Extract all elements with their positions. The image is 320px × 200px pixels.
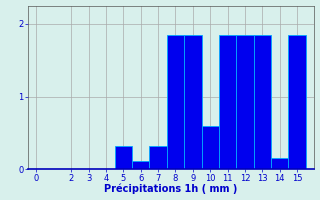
Bar <box>132 161 149 169</box>
Bar <box>115 146 132 169</box>
Bar <box>149 146 167 169</box>
Bar <box>167 35 184 169</box>
Bar <box>184 35 202 169</box>
Bar <box>254 35 271 169</box>
Bar <box>219 35 236 169</box>
X-axis label: Précipitations 1h ( mm ): Précipitations 1h ( mm ) <box>104 184 238 194</box>
Bar <box>202 126 219 169</box>
Bar <box>288 35 306 169</box>
Bar <box>236 35 254 169</box>
Bar <box>271 158 288 169</box>
